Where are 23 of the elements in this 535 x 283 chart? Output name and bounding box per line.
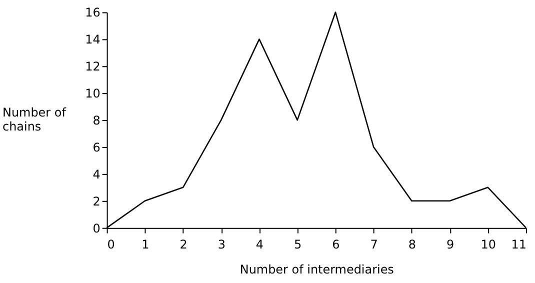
y-tick-label: 8 bbox=[92, 114, 100, 128]
y-tick-label: 6 bbox=[92, 140, 100, 154]
y-tick-label: 16 bbox=[85, 6, 100, 20]
x-tick-label: 0 bbox=[107, 237, 115, 252]
y-tick-label: 0 bbox=[92, 221, 100, 236]
y-axis-title: Number of chains bbox=[2, 106, 67, 134]
x-tick-label: 4 bbox=[256, 237, 264, 252]
y-tick-label: 2 bbox=[92, 194, 100, 208]
y-tick-label: 14 bbox=[85, 32, 100, 47]
x-tick-label: 6 bbox=[332, 237, 340, 252]
x-axis-title: Number of intermediaries bbox=[240, 262, 394, 276]
x-tick-label: 2 bbox=[180, 237, 188, 252]
x-tick-label: 3 bbox=[218, 237, 226, 252]
x-tick-label: 9 bbox=[446, 237, 454, 252]
x-tick-label: 5 bbox=[294, 237, 302, 252]
x-tick-label: 8 bbox=[408, 237, 416, 252]
y-tick-label: 12 bbox=[85, 60, 100, 74]
x-tick-label: 7 bbox=[370, 237, 378, 252]
y-tick-label: 4 bbox=[92, 167, 100, 182]
x-tick-label: 1 bbox=[142, 237, 150, 252]
y-tick-label: 10 bbox=[85, 86, 100, 101]
x-tick-label: 10 bbox=[480, 237, 496, 252]
x-tick-label: 11 bbox=[511, 237, 527, 252]
